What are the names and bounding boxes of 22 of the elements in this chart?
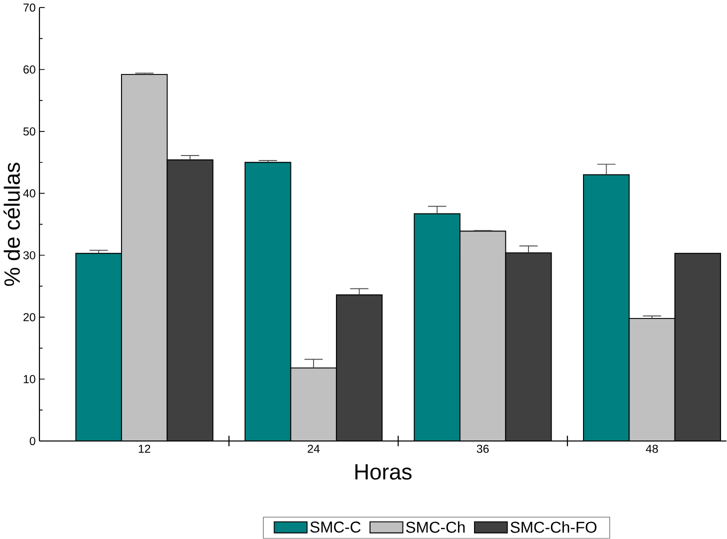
y-tick-label: 40 <box>23 189 36 198</box>
y-tick-label: 60 <box>24 66 36 74</box>
legend-label: SMC-C <box>310 522 361 533</box>
y-tick-label: 50 <box>23 128 36 136</box>
y-tick-label: 10 <box>24 375 36 384</box>
y-tick-label: 20 <box>24 313 36 322</box>
legend-label: SMC-Ch-FO <box>510 521 596 534</box>
y-axis-title: % de células <box>4 162 20 286</box>
x-axis-title: Horas <box>355 464 412 480</box>
bar <box>76 254 122 442</box>
y-tick-label: 70 <box>24 4 36 12</box>
x-tick-label: 24 <box>308 444 320 453</box>
y-tick-label: 0 <box>30 437 36 446</box>
y-tick-label: 30 <box>23 251 36 260</box>
x-tick-label: 36 <box>476 444 489 454</box>
x-tick-label: 48 <box>646 444 658 454</box>
legend-label: SMC-Ch <box>406 521 465 534</box>
bar <box>414 214 460 442</box>
bar <box>583 174 630 442</box>
x-tick-label: 12 <box>138 444 150 453</box>
bar <box>674 253 722 442</box>
bar <box>245 162 291 442</box>
